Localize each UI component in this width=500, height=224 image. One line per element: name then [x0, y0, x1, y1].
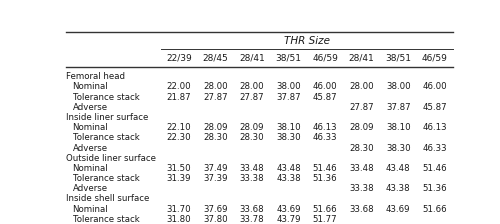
Text: 28.30: 28.30 — [203, 133, 228, 142]
Text: 22.30: 22.30 — [166, 133, 191, 142]
Text: 45.87: 45.87 — [422, 103, 447, 112]
Text: Nominal: Nominal — [72, 205, 108, 214]
Text: 28.30: 28.30 — [350, 144, 374, 153]
Text: Inside shell surface: Inside shell surface — [66, 194, 149, 203]
Text: 43.38: 43.38 — [386, 184, 410, 193]
Text: 37.49: 37.49 — [203, 164, 228, 173]
Text: Tolerance stack: Tolerance stack — [72, 93, 140, 102]
Text: 51.46: 51.46 — [313, 164, 338, 173]
Text: 43.79: 43.79 — [276, 215, 301, 224]
Text: Femoral head: Femoral head — [66, 72, 124, 81]
Text: 38/51: 38/51 — [386, 54, 411, 63]
Text: 51.77: 51.77 — [313, 215, 338, 224]
Text: Adverse: Adverse — [72, 184, 108, 193]
Text: 38/51: 38/51 — [276, 54, 301, 63]
Text: Nominal: Nominal — [72, 82, 108, 91]
Text: 33.78: 33.78 — [240, 215, 264, 224]
Text: 28.09: 28.09 — [240, 123, 264, 132]
Text: 51.36: 51.36 — [422, 184, 447, 193]
Text: Outside liner surface: Outside liner surface — [66, 154, 156, 163]
Text: 46.00: 46.00 — [422, 82, 447, 91]
Text: 27.87: 27.87 — [350, 103, 374, 112]
Text: 38.10: 38.10 — [386, 123, 410, 132]
Text: 27.87: 27.87 — [240, 93, 264, 102]
Text: 22/39: 22/39 — [166, 54, 192, 63]
Text: Inside liner surface: Inside liner surface — [66, 113, 148, 122]
Text: 51.46: 51.46 — [422, 164, 447, 173]
Text: 38.30: 38.30 — [276, 133, 301, 142]
Text: 37.39: 37.39 — [203, 174, 228, 183]
Text: 33.68: 33.68 — [240, 205, 264, 214]
Text: 28.09: 28.09 — [350, 123, 374, 132]
Text: 22.00: 22.00 — [166, 82, 191, 91]
Text: 31.50: 31.50 — [166, 164, 191, 173]
Text: Nominal: Nominal — [72, 123, 108, 132]
Text: 45.87: 45.87 — [313, 93, 338, 102]
Text: 28/41: 28/41 — [239, 54, 265, 63]
Text: 46.33: 46.33 — [313, 133, 338, 142]
Text: 43.38: 43.38 — [276, 174, 301, 183]
Text: Tolerance stack: Tolerance stack — [72, 215, 140, 224]
Text: Nominal: Nominal — [72, 164, 108, 173]
Text: Tolerance stack: Tolerance stack — [72, 133, 140, 142]
Text: 28.00: 28.00 — [203, 82, 228, 91]
Text: 31.70: 31.70 — [166, 205, 191, 214]
Text: 28.00: 28.00 — [240, 82, 264, 91]
Text: 37.80: 37.80 — [203, 215, 228, 224]
Text: Adverse: Adverse — [72, 144, 108, 153]
Text: 46.00: 46.00 — [313, 82, 338, 91]
Text: 28.30: 28.30 — [240, 133, 264, 142]
Text: 51.66: 51.66 — [313, 205, 338, 214]
Text: 43.48: 43.48 — [386, 164, 410, 173]
Text: 38.10: 38.10 — [276, 123, 301, 132]
Text: 46/59: 46/59 — [422, 54, 448, 63]
Text: 22.10: 22.10 — [166, 123, 191, 132]
Text: 33.68: 33.68 — [350, 205, 374, 214]
Text: 37.87: 37.87 — [276, 93, 301, 102]
Text: 33.48: 33.48 — [240, 164, 264, 173]
Text: 43.69: 43.69 — [276, 205, 301, 214]
Text: 33.38: 33.38 — [240, 174, 264, 183]
Text: 31.39: 31.39 — [166, 174, 191, 183]
Text: 33.48: 33.48 — [350, 164, 374, 173]
Text: 51.66: 51.66 — [422, 205, 447, 214]
Text: 46.13: 46.13 — [422, 123, 447, 132]
Text: 37.87: 37.87 — [386, 103, 410, 112]
Text: 43.48: 43.48 — [276, 164, 301, 173]
Text: 28/41: 28/41 — [349, 54, 374, 63]
Text: 21.87: 21.87 — [166, 93, 191, 102]
Text: 27.87: 27.87 — [203, 93, 228, 102]
Text: 46/59: 46/59 — [312, 54, 338, 63]
Text: 31.80: 31.80 — [166, 215, 191, 224]
Text: 37.69: 37.69 — [203, 205, 228, 214]
Text: 28/45: 28/45 — [202, 54, 228, 63]
Text: Adverse: Adverse — [72, 103, 108, 112]
Text: 38.00: 38.00 — [386, 82, 410, 91]
Text: 43.69: 43.69 — [386, 205, 410, 214]
Text: THR Size: THR Size — [284, 36, 330, 46]
Text: 38.30: 38.30 — [386, 144, 410, 153]
Text: 46.33: 46.33 — [422, 144, 447, 153]
Text: 28.09: 28.09 — [203, 123, 228, 132]
Text: 33.38: 33.38 — [350, 184, 374, 193]
Text: 38.00: 38.00 — [276, 82, 301, 91]
Text: 28.00: 28.00 — [350, 82, 374, 91]
Text: 51.36: 51.36 — [313, 174, 338, 183]
Text: Tolerance stack: Tolerance stack — [72, 174, 140, 183]
Text: 46.13: 46.13 — [313, 123, 338, 132]
